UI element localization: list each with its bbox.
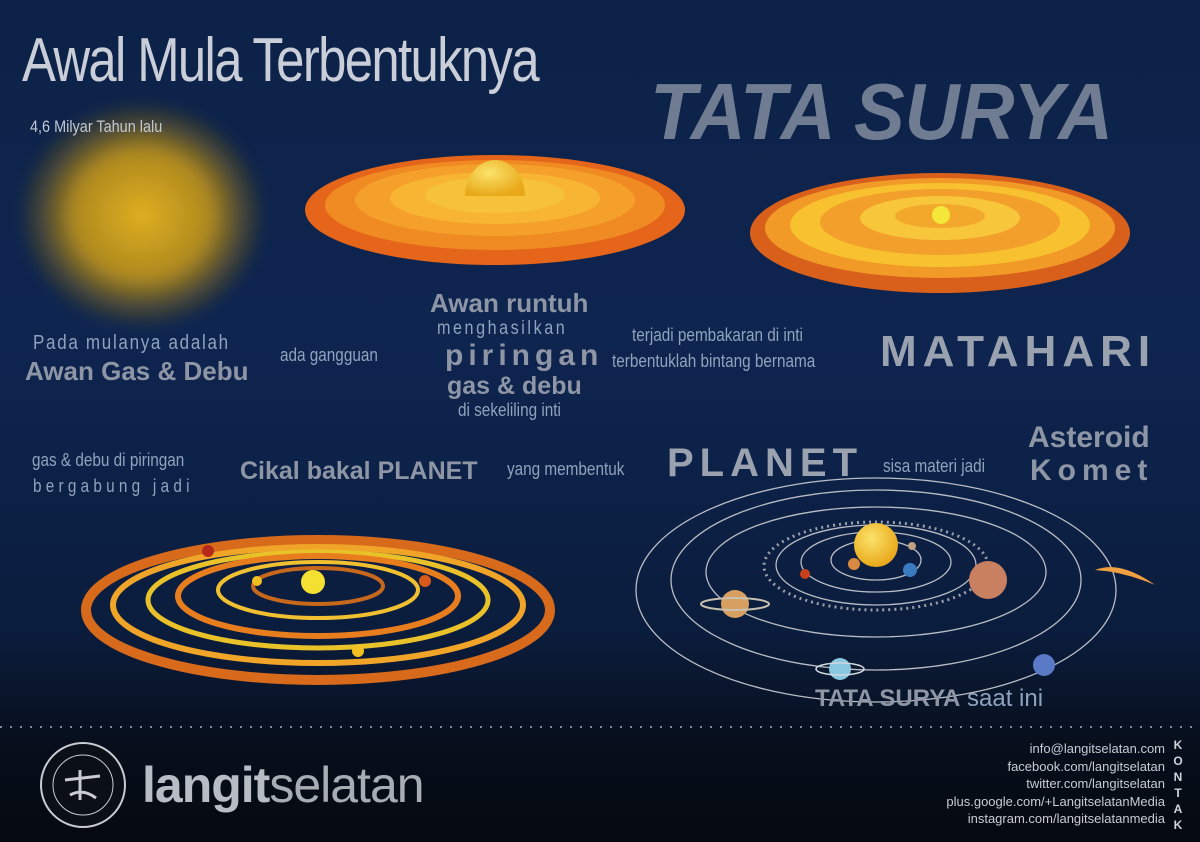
step3-subtext: di sekeliling inti <box>458 400 561 420</box>
protosun <box>465 160 525 196</box>
step3-piringan: piringan <box>445 339 604 372</box>
step2-text: ada gangguan <box>280 345 378 365</box>
contact-list: info@langitselatan.com facebook.com/lang… <box>946 740 1165 828</box>
final-text: saat ini <box>967 685 1044 712</box>
title: Awal Mula Terbentuknya <box>22 26 540 95</box>
komet-label: Komet <box>1030 454 1154 487</box>
brand-bold: langit <box>142 757 270 813</box>
matahari-label: MATAHARI <box>880 327 1157 376</box>
step5-text1: gas & debu di piringan <box>32 450 185 470</box>
step3-emphasis: Awan runtuh <box>430 288 589 318</box>
step1-text: Pada mulanya adalah <box>33 332 230 354</box>
brand-name: langitselatan <box>142 757 425 813</box>
contact-googleplus[interactable]: plus.google.com/+LangitselatanMedia <box>946 793 1165 809</box>
sun <box>932 206 950 224</box>
contact-email[interactable]: info@langitselatan.com <box>1029 741 1165 756</box>
solar-system <box>635 477 1155 703</box>
step8-text: sisa materi jadi <box>883 456 986 476</box>
step6-emphasis: Cikal bakal PLANET <box>240 457 478 485</box>
planet-forming-disk <box>81 535 555 685</box>
collapsing-disk <box>305 155 685 265</box>
asteroid-label: Asteroid <box>1028 421 1150 454</box>
planet-label: PLANET <box>667 441 863 485</box>
kontak-letter: A <box>1173 802 1183 816</box>
title-emphasis: TATA SURYA <box>650 67 1114 156</box>
step4-text2: terbentuklah bintang bernama <box>612 351 816 371</box>
kontak-letter: T <box>1174 786 1182 800</box>
sun-ignition-disk <box>750 173 1130 293</box>
kontak-letter: K <box>1173 738 1183 752</box>
brand-light: selatan <box>269 757 424 813</box>
contact-facebook[interactable]: facebook.com/langitselatan <box>1007 758 1165 774</box>
contact-instagram[interactable]: instagram.com/langitselatanmedia <box>967 811 1165 826</box>
step4-text1: terjadi pembakaran di inti <box>632 325 803 345</box>
step3-gas-debu: gas & debu <box>447 372 582 400</box>
kontak-letter: N <box>1173 770 1183 784</box>
step3-text: menghasilkan <box>437 318 568 339</box>
contact-twitter[interactable]: twitter.com/langitselatan <box>1026 776 1165 791</box>
time-label: 4,6 Milyar Tahun lalu <box>30 117 163 136</box>
kontak-letter: K <box>1173 818 1183 832</box>
langitselatan-logo <box>40 742 126 828</box>
kontak-letter: O <box>1173 754 1183 768</box>
comet <box>1095 567 1155 585</box>
final-emphasis: TATA SURYA <box>815 685 961 712</box>
final-label: TATA SURYA saat ini <box>815 687 1043 711</box>
step1-emphasis: Awan Gas & Debu <box>25 356 249 386</box>
kontak-label: K O N T A K <box>1171 737 1185 833</box>
step5-text2: bergabung jadi <box>33 476 194 496</box>
step7-text: yang membentuk <box>507 459 625 479</box>
gas-cloud <box>17 100 267 330</box>
